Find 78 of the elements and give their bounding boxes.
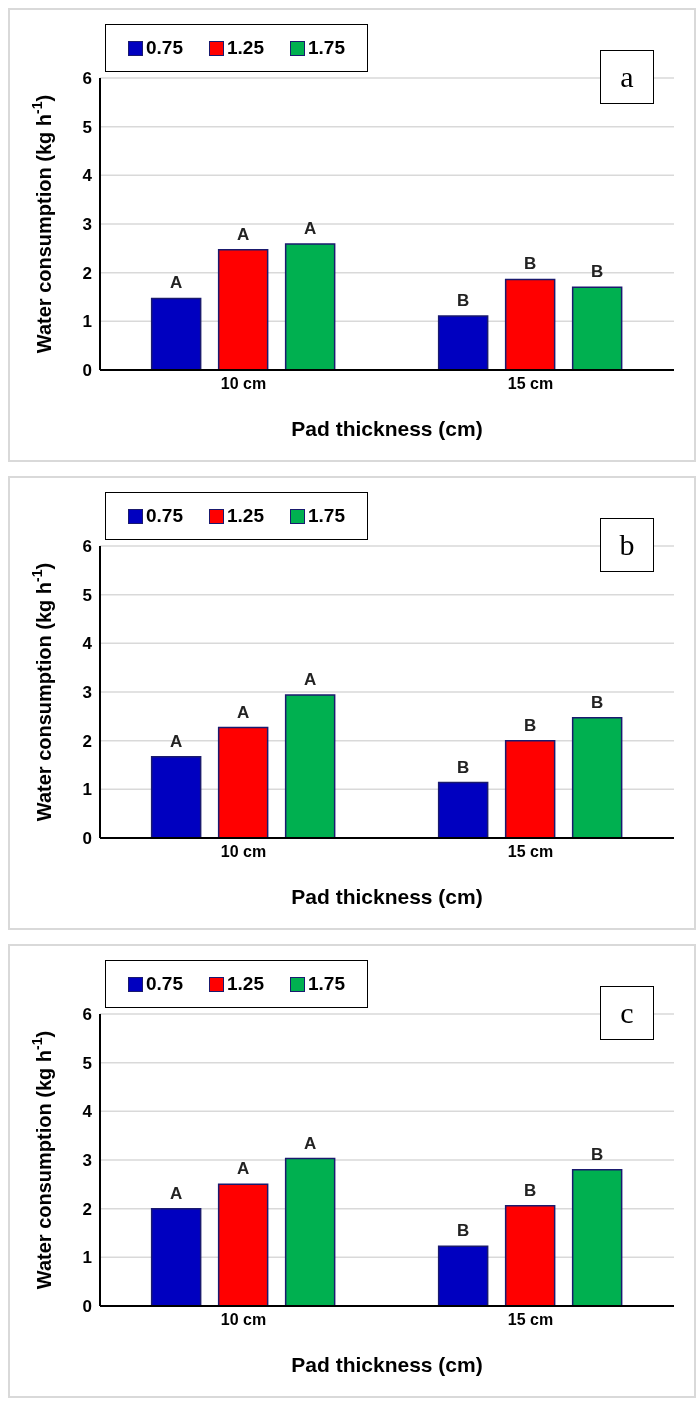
bar: [571, 717, 623, 838]
bar: [217, 249, 269, 370]
bar: [504, 739, 556, 838]
data-label: B: [591, 692, 604, 712]
bar: [571, 1168, 623, 1306]
bar: [150, 755, 202, 838]
bar: [284, 243, 336, 370]
y-tick-label: 1: [82, 312, 92, 332]
data-label: B: [524, 254, 537, 274]
y-tick-label: 0: [82, 361, 92, 381]
y-tick-label: 6: [82, 1005, 92, 1025]
bar: [284, 1157, 336, 1306]
x-tick-label: 10 cm: [220, 375, 267, 393]
x-tick-label: 10 cm: [220, 1311, 267, 1329]
legend-label: 1.75: [307, 37, 345, 59]
annotation: c: [600, 986, 654, 1040]
data-label: A: [237, 702, 250, 722]
data-label: A: [304, 669, 317, 689]
y-tick-label: 0: [82, 1297, 92, 1317]
x-axis-title: Pad thickness (cm): [291, 417, 483, 440]
y-tick-label: 3: [82, 215, 92, 235]
bar: [504, 278, 556, 370]
legend-label: 0.75: [146, 505, 183, 527]
data-label: B: [591, 262, 604, 282]
y-tick-label: 0: [82, 829, 92, 849]
x-axis-title: Pad thickness (cm): [291, 885, 483, 908]
data-label: A: [237, 224, 250, 244]
data-label: B: [591, 1144, 604, 1164]
annotation: b: [600, 518, 654, 572]
legend-label: 1.25: [226, 973, 264, 995]
y-tick-label: 1: [82, 780, 92, 800]
x-tick-label: 10 cm: [220, 843, 267, 861]
y-tick-label: 2: [82, 263, 92, 283]
x-axis-title: Pad thickness (cm): [291, 1353, 483, 1376]
x-tick-label: 15 cm: [507, 843, 554, 861]
bar: [217, 1183, 269, 1306]
bar: [217, 726, 269, 838]
bar: [437, 781, 489, 838]
legend-label: 1.75: [307, 505, 345, 527]
data-label: B: [457, 290, 470, 310]
data-label: A: [304, 1133, 317, 1153]
legend-label: 1.25: [226, 37, 264, 59]
legend-label: 0.75: [146, 973, 183, 995]
y-tick-label: 3: [82, 1151, 92, 1171]
y-tick-label: 6: [82, 69, 92, 89]
data-label: A: [170, 1183, 183, 1203]
data-label: B: [524, 1180, 537, 1200]
x-tick-label: 15 cm: [507, 1311, 554, 1329]
legend-label: 1.25: [226, 505, 264, 527]
legend-label: 0.75: [146, 37, 183, 59]
y-tick-label: 4: [82, 1102, 93, 1122]
y-tick-label: 5: [82, 117, 92, 137]
y-tick-label: 1: [82, 1248, 92, 1268]
bar: [284, 694, 336, 838]
bar: [150, 1207, 202, 1306]
bar: [437, 315, 489, 370]
bar: [437, 1245, 489, 1306]
y-tick-label: 5: [82, 1053, 92, 1073]
data-label: A: [237, 1159, 250, 1179]
data-label: B: [457, 1221, 470, 1241]
x-tick-label: 15 cm: [507, 375, 554, 393]
data-label: A: [170, 273, 183, 293]
y-tick-label: 4: [82, 634, 93, 654]
y-tick-label: 2: [82, 731, 92, 751]
data-label: A: [304, 218, 317, 238]
y-tick-label: 5: [82, 585, 92, 605]
data-label: A: [170, 731, 183, 751]
bar: [150, 297, 202, 370]
data-label: B: [524, 715, 537, 735]
bar: [504, 1205, 556, 1306]
y-tick-label: 6: [82, 537, 92, 557]
legend-label: 1.75: [307, 973, 345, 995]
bar: [571, 286, 623, 370]
y-tick-label: 2: [82, 1199, 92, 1219]
y-tick-label: 3: [82, 683, 92, 703]
y-tick-label: 4: [82, 166, 93, 186]
annotation: a: [600, 50, 654, 104]
data-label: B: [457, 757, 470, 777]
